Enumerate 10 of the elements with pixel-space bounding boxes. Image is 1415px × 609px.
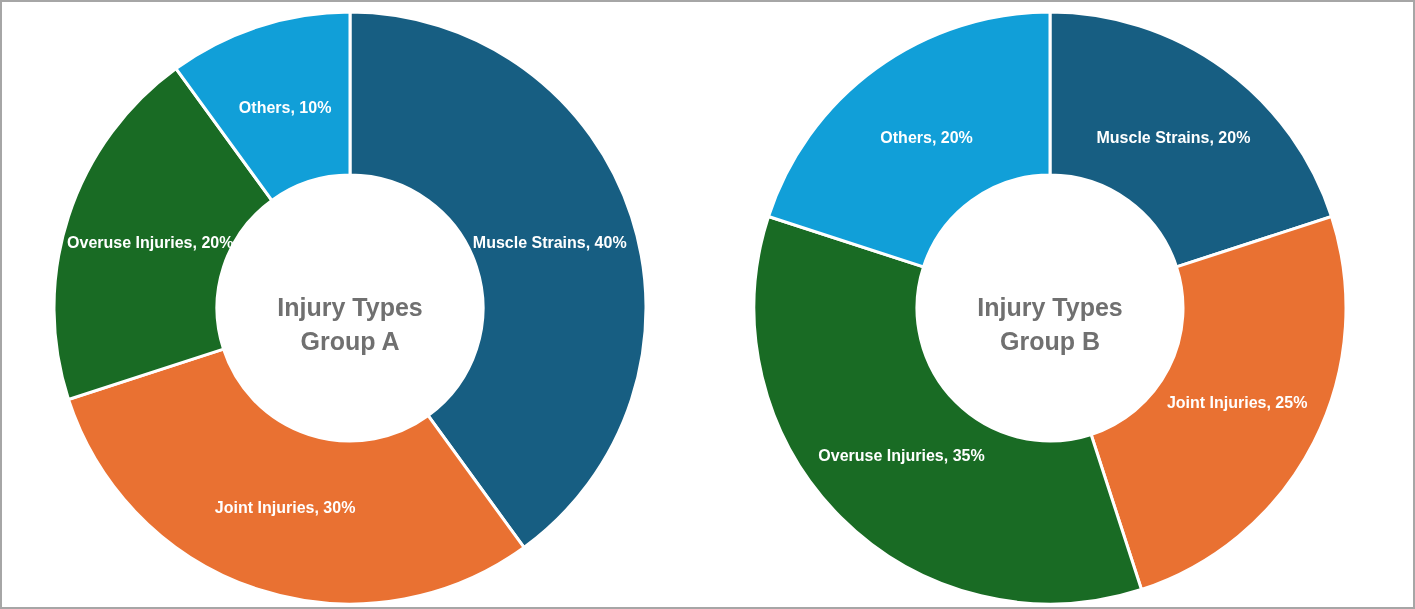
slice-label: Joint Injuries, 30% — [214, 498, 356, 516]
slice-label: Joint Injuries, 25% — [1166, 394, 1308, 412]
slice-label: Muscle Strains, 20% — [1096, 129, 1251, 147]
slice-label: Overuse Injuries, 35% — [818, 447, 985, 465]
slice-label: Others, 10% — [238, 99, 332, 117]
slice-label: Muscle Strains, 40% — [472, 234, 627, 252]
text: Injury Types Group A — [277, 293, 423, 355]
slice-label: Overuse Injuries, 20% — [67, 234, 234, 252]
slice-label: Others, 20% — [880, 129, 973, 147]
text: Injury Types Group B — [977, 293, 1123, 355]
